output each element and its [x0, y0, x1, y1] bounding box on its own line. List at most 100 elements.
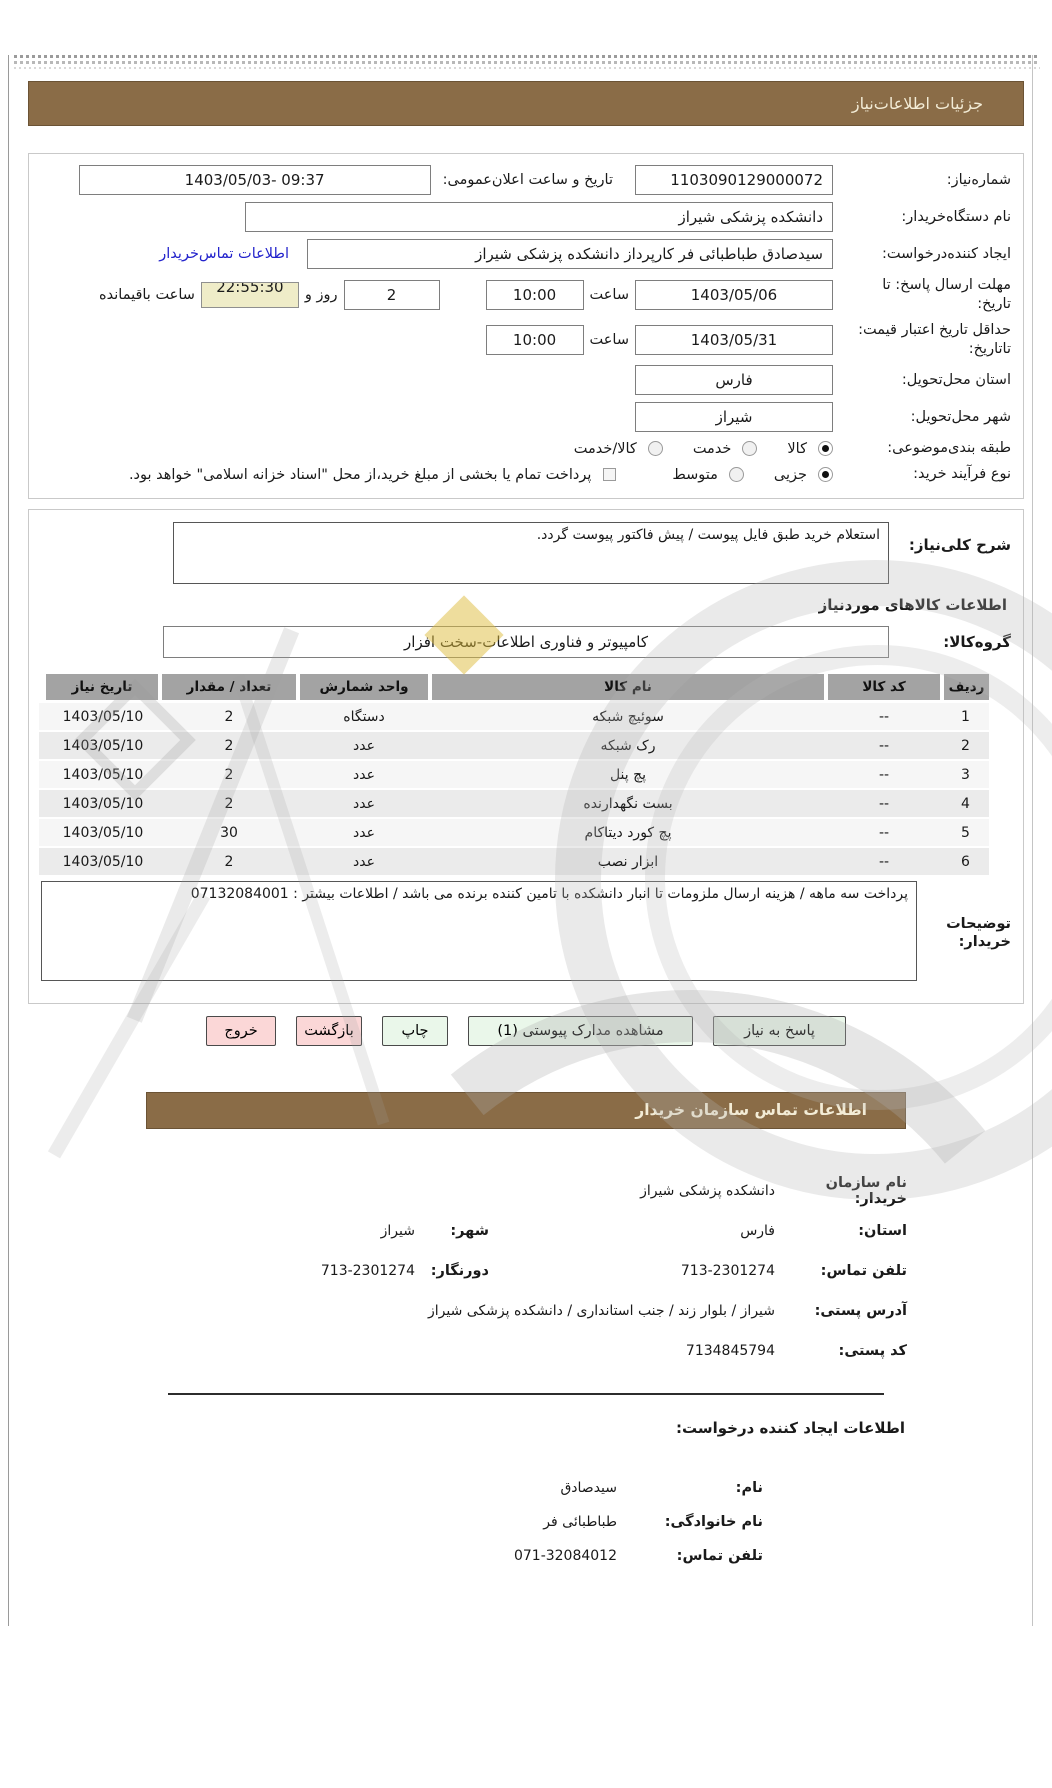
table-cell: 2 — [961, 737, 970, 754]
creator-first-name-value: سیدصادق — [560, 1480, 617, 1497]
delivery-city-field[interactable]: شیراز — [635, 402, 833, 433]
col-header-quantity: تعداد / مقدار — [162, 674, 296, 701]
response-deadline-date-value: 1403/05/06 — [690, 285, 778, 304]
price-validity-date-value: 1403/05/31 — [690, 330, 778, 349]
table-cell: -- — [878, 737, 890, 754]
creator-phone-label: تلفن تماس: — [676, 1548, 763, 1565]
need-description-value: استعلام خرید طبق فایل پیوست / پیش فاکتور… — [536, 527, 880, 544]
table-cell: عدد — [353, 795, 375, 812]
price-validity-row: حداقل تاریخ اعتبار قیمت: تاتاریخ: 1403/0… — [41, 321, 1011, 359]
table-cell: 1403/05/10 — [62, 824, 144, 841]
table-cell: 1 — [961, 708, 970, 725]
request-creator-section: اطلاعات ایجاد کننده درخواست: نام: سیدصاد… — [145, 1419, 907, 1573]
section-header-buyer-contact-title: اطلاعات تماس سازمان خریدار — [635, 1101, 867, 1120]
response-deadline-label: مهلت ارسال پاسخ: تا تاریخ: — [882, 277, 1011, 312]
buyer-contact-section: نام سازمان خریدار: دانشکده پزشکی شیراز ا… — [145, 1171, 907, 1371]
buyer-notes-label: توضیحات خریدار: — [946, 916, 1011, 951]
table-cell: عدد — [353, 766, 375, 783]
need-description-textarea[interactable]: استعلام خرید طبق فایل پیوست / پیش فاکتور… — [173, 522, 889, 585]
items-table-body: 1 -- سوئیچ شبکه دستگاه 2 1403/05/10 2 -- رک شبکه… — [39, 703, 989, 876]
request-creator-field[interactable]: سیدصادق طباطبائی فر کارپرداز دانشکده پزش… — [307, 239, 833, 269]
treasury-payment-checkbox[interactable] — [603, 468, 617, 482]
table-cell: 2 — [224, 766, 234, 783]
table-cell: عدد — [353, 853, 375, 870]
section-header-need-details-title: جزئیات اطلاعات‌نیاز — [851, 94, 983, 113]
table-cell: 2 — [224, 853, 234, 870]
purchase-process-row: نوع فرآیند خرید: جزیی متوسط پرداخت تمام … — [41, 465, 1011, 484]
view-attachments-button[interactable]: مشاهده مدارک پیوستی (1) — [468, 1016, 693, 1047]
response-deadline-date-field[interactable]: 1403/05/06 — [635, 279, 833, 310]
radio-minor[interactable] — [818, 467, 833, 483]
respond-to-need-button[interactable]: پاسخ به نیاز — [713, 1016, 846, 1047]
creator-last-name-value: طباطبائی فر — [543, 1514, 617, 1531]
postal-code-value: 7134845794 — [685, 1343, 775, 1360]
radio-goods[interactable] — [818, 441, 833, 457]
section-header-need-details: جزئیات اطلاعات‌نیاز — [28, 81, 1024, 126]
radio-medium-label: متوسط — [672, 466, 718, 483]
delivery-city-value: شیراز — [715, 408, 753, 427]
back-button[interactable]: بازگشت — [296, 1016, 362, 1047]
response-deadline-time-field[interactable]: 10:00 — [485, 279, 584, 310]
need-number-field[interactable]: 1103090129000072 — [635, 165, 833, 195]
request-creator-label: ایجاد کننده‌درخواست: — [882, 245, 1011, 262]
contact-city-label: شهر: — [450, 1223, 489, 1240]
validity-hour-label: ساعت — [589, 331, 629, 348]
phone-fax-row: تلفن تماس: 713-2301274 دورنگار: 713-2301… — [145, 1251, 907, 1291]
need-number-row: شماره‌نیاز: 1103090129000072 تاریخ و ساع… — [41, 165, 1011, 195]
purchase-process-label: نوع فرآیند خرید: — [913, 466, 1011, 483]
buyer-notes-textarea[interactable]: پرداخت سه ماهه / هزینه ارسال ملزومات تا … — [41, 881, 917, 982]
col-header-row-number: ردیف — [944, 674, 989, 701]
buyer-name-field[interactable]: دانشکده پزشکی شیراز — [245, 202, 833, 232]
print-button[interactable]: چاپ — [382, 1016, 448, 1047]
table-cell: عدد — [353, 824, 375, 841]
exit-button[interactable]: خروج — [206, 1016, 276, 1047]
buyer-notes-row: توضیحات خریدار: پرداخت سه ماهه / هزینه ا… — [41, 881, 1011, 982]
org-name-row: نام سازمان خریدار: دانشکده پزشکی شیراز — [145, 1171, 907, 1211]
need-details-panel: شماره‌نیاز: 1103090129000072 تاریخ و ساع… — [28, 153, 1024, 500]
buyer-name-label: نام دستگاه‌خریدار: — [901, 208, 1011, 225]
radio-medium[interactable] — [728, 467, 744, 483]
goods-group-field[interactable]: کامپیوتر و فناوری اطلاعات-سخت افزار — [163, 626, 889, 659]
goods-group-label: گروه‌کالا: — [943, 632, 1011, 651]
need-number-label: شماره‌نیاز: — [946, 171, 1011, 188]
contact-phone-label: تلفن تماس: — [820, 1263, 907, 1280]
action-buttons-row: پاسخ به نیاز مشاهده مدارک پیوستی (1) چاپ… — [0, 1016, 1052, 1047]
radio-service-label: خدمت — [692, 440, 732, 457]
contact-phone-value: 713-2301274 — [680, 1263, 775, 1280]
radio-goods-service[interactable] — [647, 441, 663, 457]
table-cell: 2 — [224, 708, 234, 725]
table-cell: -- — [878, 795, 890, 812]
contact-province-value: فارس — [740, 1223, 775, 1240]
delivery-province-field[interactable]: فارس — [635, 365, 833, 396]
col-header-unit: واحد شمارش — [300, 674, 428, 701]
buyer-notes-value: پرداخت سه ماهه / هزینه ارسال ملزومات تا … — [190, 886, 908, 903]
table-cell: -- — [878, 766, 890, 783]
radio-goods-service-label: کالا/خدمت — [573, 440, 637, 457]
radio-service[interactable] — [742, 441, 758, 457]
price-validity-date-field[interactable]: 1403/05/31 — [635, 324, 833, 355]
table-cell: پچ کورد دیتاکام — [584, 824, 672, 841]
need-description-row: شرح کلی‌نیاز: استعلام خرید طبق فایل پیوس… — [41, 522, 1011, 585]
table-cell: 1403/05/10 — [62, 708, 144, 725]
delivery-city-row: شهر محل‌تحویل: شیراز — [41, 402, 1011, 433]
remaining-days-field[interactable]: 2 — [343, 279, 440, 310]
contact-province-label: استان: — [858, 1223, 907, 1240]
request-creator-section-title: اطلاعات ایجاد کننده درخواست: — [676, 1419, 905, 1438]
announce-datetime-field[interactable]: 1403/05/03- 09:37 — [78, 165, 431, 195]
price-validity-time-field[interactable]: 10:00 — [485, 324, 584, 355]
days-label: روز و — [304, 286, 338, 303]
table-cell: 1403/05/10 — [62, 853, 144, 870]
buyer-name-value: دانشکده پزشکی شیراز — [678, 208, 823, 226]
items-panel: شرح کلی‌نیاز: استعلام خرید طبق فایل پیوس… — [28, 509, 1024, 1005]
table-cell: -- — [878, 708, 890, 725]
col-header-item-code: کد کالا — [828, 674, 940, 701]
table-cell: -- — [878, 853, 890, 870]
response-deadline-time-value: 10:00 — [512, 285, 557, 304]
delivery-province-row: استان محل‌تحویل: فارس — [41, 365, 1011, 396]
buyer-contact-info-link[interactable]: اطلاعات تماس‌خریدار — [159, 246, 289, 262]
table-cell: دستگاه — [343, 708, 385, 725]
table-row: 1 -- سوئیچ شبکه دستگاه 2 1403/05/10 — [39, 703, 989, 731]
postal-address-value: شیراز / بلوار زند / جنب استانداری / دانش… — [428, 1303, 775, 1320]
radio-goods-label: کالا — [787, 440, 807, 457]
table-cell: 30 — [220, 824, 238, 841]
